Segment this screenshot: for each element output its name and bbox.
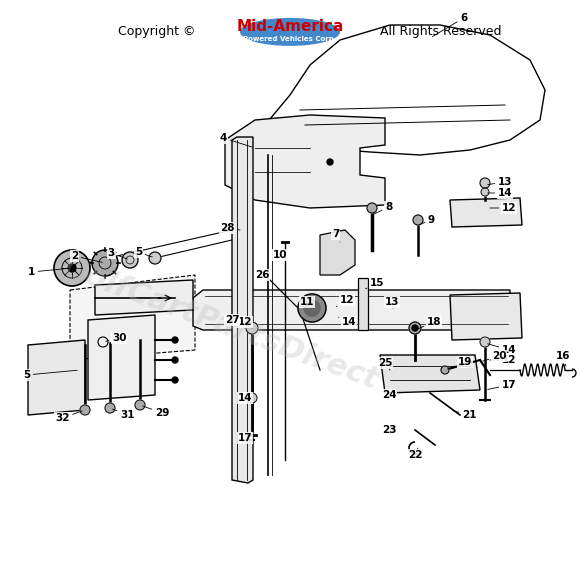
Circle shape <box>80 405 90 415</box>
Circle shape <box>149 252 161 264</box>
Polygon shape <box>225 115 385 208</box>
Circle shape <box>172 357 178 363</box>
Circle shape <box>68 264 76 272</box>
Polygon shape <box>28 340 85 415</box>
Circle shape <box>135 400 145 410</box>
Text: Copyright ©: Copyright © <box>118 26 195 38</box>
Circle shape <box>327 159 333 165</box>
Polygon shape <box>450 293 522 340</box>
Text: GolfCartPartsDirect: GolfCartPartsDirect <box>58 254 383 396</box>
Text: 16: 16 <box>556 351 571 366</box>
Text: 13: 13 <box>488 177 513 187</box>
Text: 18: 18 <box>418 317 441 329</box>
Polygon shape <box>193 290 510 330</box>
Polygon shape <box>232 137 253 483</box>
Text: 5: 5 <box>23 370 77 380</box>
Text: Powered Vehicles Corp.: Powered Vehicles Corp. <box>243 36 337 42</box>
Text: 13: 13 <box>385 297 400 308</box>
Text: 11: 11 <box>300 297 314 308</box>
Text: 14: 14 <box>238 393 253 403</box>
Text: 6: 6 <box>432 13 467 37</box>
Circle shape <box>298 294 326 322</box>
Text: 28: 28 <box>220 223 240 233</box>
Text: 15: 15 <box>365 278 385 289</box>
Circle shape <box>105 403 115 413</box>
Text: 3: 3 <box>108 248 128 259</box>
Text: 21: 21 <box>453 410 477 420</box>
Text: 14: 14 <box>488 344 517 355</box>
Text: 2: 2 <box>71 251 102 262</box>
Circle shape <box>480 337 490 347</box>
Circle shape <box>304 300 320 316</box>
Polygon shape <box>88 315 155 400</box>
Text: 29: 29 <box>143 406 169 418</box>
Polygon shape <box>265 25 545 155</box>
Circle shape <box>172 337 178 343</box>
Text: 27: 27 <box>225 315 240 325</box>
Polygon shape <box>358 278 368 330</box>
Circle shape <box>481 188 489 196</box>
Text: 9: 9 <box>420 215 435 225</box>
Text: 17: 17 <box>238 433 253 443</box>
Circle shape <box>247 393 257 403</box>
Text: All Rights Reserved: All Rights Reserved <box>380 26 502 38</box>
Text: 10: 10 <box>273 250 288 260</box>
Text: 25: 25 <box>378 358 393 370</box>
Circle shape <box>367 203 377 213</box>
Text: 26: 26 <box>255 270 270 280</box>
Polygon shape <box>380 355 480 393</box>
Text: 17: 17 <box>488 380 517 390</box>
Circle shape <box>92 250 118 276</box>
Text: 32: 32 <box>55 411 82 423</box>
Circle shape <box>441 366 449 374</box>
Circle shape <box>246 322 258 334</box>
Text: 12: 12 <box>490 355 517 365</box>
Text: 30: 30 <box>106 333 126 343</box>
Text: 31: 31 <box>113 409 135 420</box>
Text: 19: 19 <box>448 357 472 369</box>
Polygon shape <box>450 198 522 227</box>
Text: 4: 4 <box>220 133 252 147</box>
Text: 8: 8 <box>375 202 392 214</box>
Polygon shape <box>320 230 355 275</box>
Text: 14: 14 <box>339 317 357 327</box>
Text: 1: 1 <box>28 267 69 277</box>
Text: 5: 5 <box>135 247 153 257</box>
Circle shape <box>122 252 138 268</box>
Polygon shape <box>95 280 193 315</box>
Circle shape <box>412 325 418 331</box>
Text: Mid-America: Mid-America <box>236 19 344 34</box>
Circle shape <box>54 250 90 286</box>
Text: 24: 24 <box>382 390 400 400</box>
Text: 20: 20 <box>483 351 506 361</box>
Text: 12: 12 <box>336 295 354 307</box>
Circle shape <box>409 322 421 334</box>
Text: 22: 22 <box>408 448 422 460</box>
Circle shape <box>413 215 423 225</box>
Text: 12: 12 <box>238 317 252 328</box>
Text: 14: 14 <box>488 188 513 198</box>
Circle shape <box>480 178 490 188</box>
Circle shape <box>172 377 178 383</box>
Polygon shape <box>70 275 195 360</box>
Ellipse shape <box>240 18 340 46</box>
Text: 7: 7 <box>332 229 340 242</box>
Text: 12: 12 <box>490 203 517 213</box>
Text: 23: 23 <box>382 425 397 435</box>
